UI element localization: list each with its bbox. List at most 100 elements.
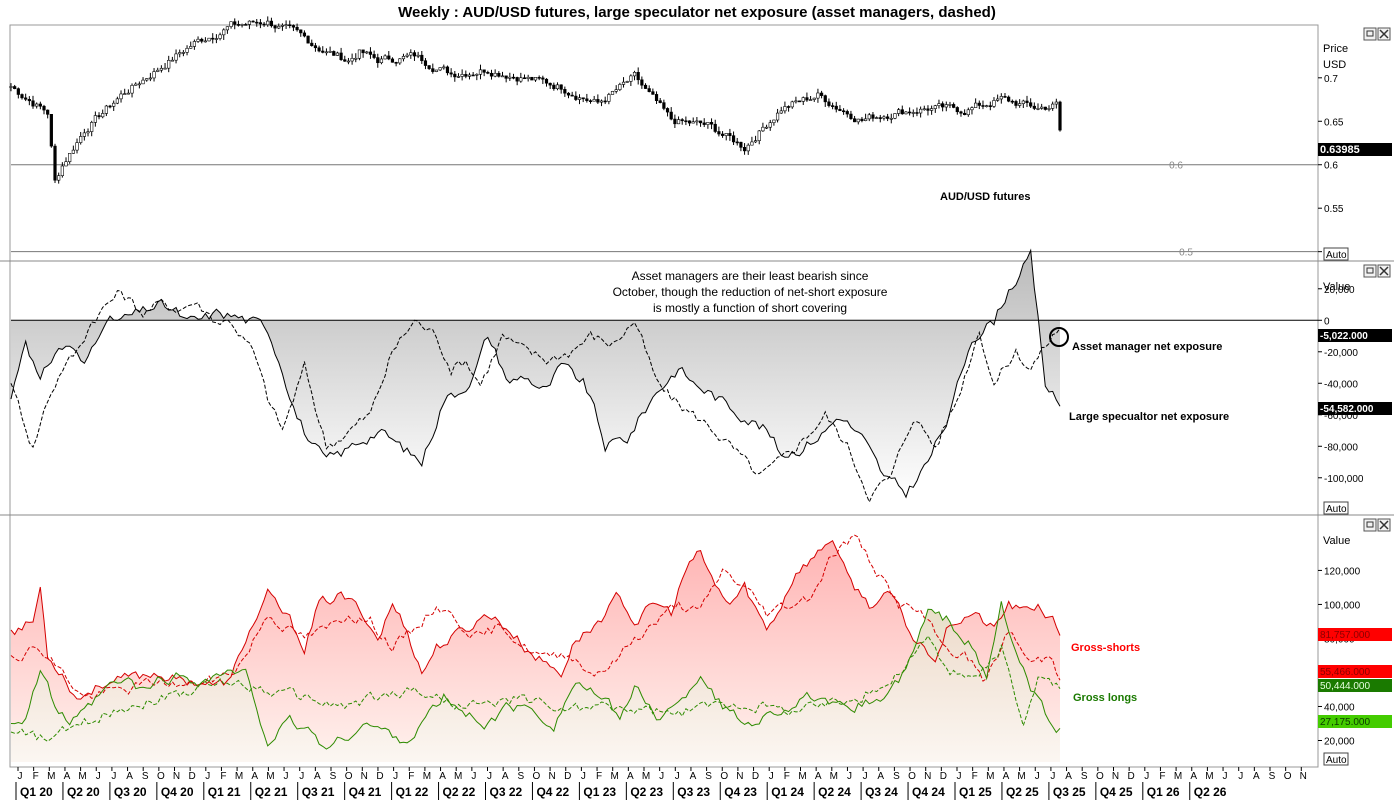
candle-body <box>295 26 299 31</box>
candle-body <box>277 25 281 29</box>
candle-body <box>999 96 1003 100</box>
candle-body <box>211 37 215 40</box>
restore-icon[interactable] <box>1363 264 1377 278</box>
month-label: J <box>205 771 210 782</box>
month-label: A <box>1003 771 1010 782</box>
candle-body <box>526 76 530 79</box>
candle-body <box>134 83 138 86</box>
candle-body <box>24 97 28 100</box>
month-label: N <box>361 771 368 782</box>
candle-body <box>911 112 915 114</box>
candle-body <box>1040 106 1044 109</box>
candle-body <box>372 54 376 58</box>
candle-body <box>13 86 17 89</box>
candle-body <box>673 118 677 125</box>
candle-body <box>115 98 119 104</box>
price-candles <box>9 16 1062 184</box>
asset-manager-label: Asset manager net exposure <box>1072 341 1222 353</box>
candle-body <box>764 126 769 129</box>
quarter-label: Q4 20 <box>161 785 194 799</box>
auto-scale-button[interactable] <box>1323 247 1349 261</box>
quarter-label: Q1 25 <box>959 785 992 799</box>
am-shorts-last-value: 55,466.000 <box>1320 667 1370 678</box>
candle-body <box>970 107 974 111</box>
candle-body <box>845 111 849 115</box>
close-icon[interactable] <box>1377 27 1391 41</box>
candle-body <box>71 149 75 154</box>
candle-body <box>750 141 754 146</box>
candle-body <box>145 78 149 81</box>
candle-body <box>698 120 703 124</box>
candle-body <box>482 69 486 73</box>
candle-body <box>629 75 633 82</box>
candle-body <box>790 101 794 108</box>
candle-body <box>761 126 765 132</box>
candle-body <box>163 67 167 70</box>
candle-body <box>570 94 574 97</box>
candle-body <box>20 94 24 99</box>
month-label: A <box>1253 771 1260 782</box>
candle-body <box>174 53 178 61</box>
quarter-label: Q2 21 <box>255 785 288 799</box>
candle-body <box>592 99 596 102</box>
candle-body <box>1018 103 1022 106</box>
chart-title: Weekly : AUD/USD futures, large speculat… <box>398 4 996 21</box>
candle-body <box>288 24 292 27</box>
candle-body <box>886 116 890 119</box>
gross-shorts-last-box <box>1318 628 1392 641</box>
month-label: J <box>299 771 304 782</box>
candle-body <box>31 100 35 107</box>
candle-body <box>897 109 901 114</box>
candle-body <box>321 50 325 53</box>
candle-body <box>346 60 351 63</box>
close-icon[interactable] <box>1377 518 1391 532</box>
candle-body <box>504 75 508 79</box>
candle-body <box>878 117 882 119</box>
candle-body <box>431 68 435 72</box>
candle-body <box>941 103 945 108</box>
candle-body <box>904 111 908 115</box>
month-label: A <box>314 771 321 782</box>
quarter-label: Q4 24 <box>912 785 945 799</box>
candle-body <box>948 104 952 106</box>
large-spec-net-line <box>10 248 1061 499</box>
candle-body <box>922 108 926 111</box>
candle-body <box>621 81 626 85</box>
candle-body <box>82 132 86 137</box>
candle-body <box>915 112 919 114</box>
quarter-label: Q3 21 <box>302 785 335 799</box>
candle-body <box>137 83 141 86</box>
quarter-label: Q1 21 <box>208 785 241 799</box>
candle-body <box>214 38 218 40</box>
auto-scale-button[interactable] <box>1323 501 1349 515</box>
candle-body <box>313 45 318 49</box>
gross-shorts-last-value: 81,757.000 <box>1320 630 1370 641</box>
candle-body <box>35 103 39 107</box>
candle-body <box>530 76 534 81</box>
price-axis-title-1: Price <box>1323 43 1348 55</box>
month-label: N <box>1300 771 1307 782</box>
am-longs-last-value: 50,444.000 <box>1320 681 1370 692</box>
candle-body <box>830 105 835 107</box>
gross-longs-line <box>10 601 1061 750</box>
month-label: M <box>1205 771 1213 782</box>
candle-body <box>49 114 53 147</box>
month-label: S <box>893 771 900 782</box>
candle-body <box>38 103 42 107</box>
month-label: F <box>596 771 602 782</box>
candle-body <box>900 109 904 115</box>
month-label: J <box>1050 771 1055 782</box>
restore-icon[interactable] <box>1363 27 1377 41</box>
candle-body <box>742 147 747 152</box>
restore-icon[interactable] <box>1363 518 1377 532</box>
month-label: D <box>376 771 383 782</box>
quarter-label: Q3 23 <box>677 785 710 799</box>
quarter-label: Q3 20 <box>114 785 147 799</box>
candle-body <box>772 119 776 123</box>
candle-body <box>79 136 83 143</box>
month-label: M <box>1017 771 1025 782</box>
candle-body <box>27 99 31 102</box>
close-icon[interactable] <box>1377 264 1391 278</box>
auto-scale-button[interactable] <box>1323 752 1349 766</box>
